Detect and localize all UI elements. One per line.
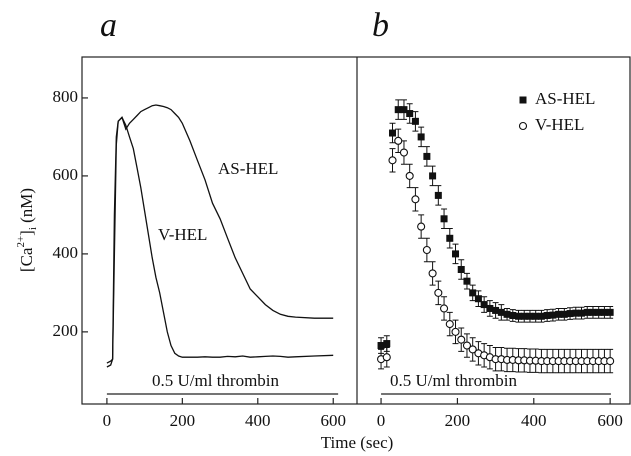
x-tick-label: 400 [521,411,547,430]
x-tick-label: 600 [597,411,623,430]
marker [383,340,391,348]
thrombin-label: 0.5 U/ml thrombin [390,371,518,390]
marker [486,304,494,312]
legend-label: AS-HEL [535,89,595,108]
marker [389,129,397,137]
marker [606,308,614,316]
x-tick-label: 600 [320,411,346,430]
y-tick-label: 800 [53,87,79,106]
marker [589,308,597,316]
plot-frame [81,56,631,405]
marker [434,288,443,297]
marker [434,191,442,199]
marker [595,308,603,316]
marker [423,152,431,160]
marker [417,222,426,231]
marker [583,308,591,316]
marker [515,312,523,320]
marker [526,312,534,320]
y-label-sup: 2+ [15,236,27,248]
x-tick-label: 0 [377,411,386,430]
marker [451,327,460,336]
marker [411,117,419,125]
marker [549,311,557,319]
legend-label: V-HEL [535,115,584,134]
marker [509,311,517,319]
marker [520,312,528,320]
series-label: V-HEL [158,225,207,244]
marker [492,306,500,314]
y-tick-label: 400 [53,243,79,262]
marker [382,353,391,362]
marker [452,250,460,258]
marker [578,309,586,317]
marker [474,295,482,303]
x-tick-label: 200 [445,411,471,430]
marker [394,136,403,145]
panel-label: a [100,7,117,44]
marker [555,310,563,318]
marker [400,106,408,114]
x-axis-label: Time (sec) [321,433,394,452]
marker [566,310,574,318]
marker [429,172,437,180]
marker [572,309,580,317]
legend-marker [519,96,527,104]
marker [468,345,477,354]
marker [463,277,471,285]
marker [394,106,402,114]
marker [560,310,568,318]
marker [497,308,505,316]
marker [422,245,431,255]
marker [440,304,449,313]
x-tick-label: 400 [245,411,271,430]
marker [503,310,511,318]
legend-marker [518,121,528,131]
y-label-part: [Ca [17,247,36,272]
marker [480,301,488,309]
marker [469,289,477,297]
marker [411,195,420,204]
marker [446,234,454,242]
y-tick-label: 600 [53,165,79,184]
trace [106,104,334,364]
marker [462,341,472,350]
marker [399,148,409,157]
marker [532,312,540,320]
marker [388,156,397,165]
marker [457,335,466,344]
thrombin-label: 0.5 U/ml thrombin [152,371,280,390]
marker [417,133,425,141]
y-label-part: ] [17,230,36,236]
x-tick-label: 200 [170,411,196,430]
marker [377,342,385,350]
marker [406,110,414,118]
series-label: AS-HEL [218,159,278,178]
panel-label: b [372,7,389,44]
y-label-sub: i [27,227,39,230]
marker [600,308,608,316]
marker [440,215,448,223]
y-label-part: (nM) [17,188,36,227]
x-tick-label: 0 [103,411,112,430]
marker [537,312,545,320]
marker [405,171,414,180]
marker [428,269,437,278]
trace [106,116,334,368]
marker [445,320,454,329]
y-tick-label: 200 [53,321,79,340]
marker [606,357,615,366]
marker [543,311,551,319]
marker [457,265,465,273]
y-axis-label: [Ca2+]i (nM) [15,188,39,272]
